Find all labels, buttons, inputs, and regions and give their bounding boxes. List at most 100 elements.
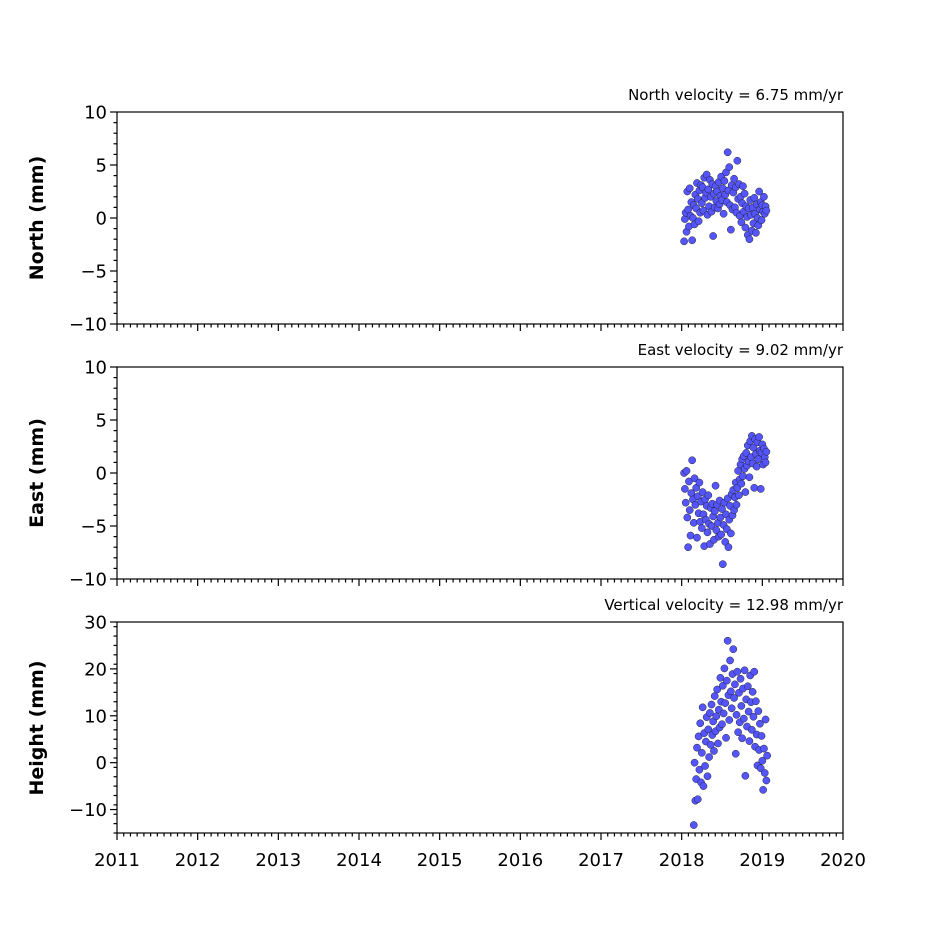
height-data-point <box>748 726 756 734</box>
east-points <box>680 432 771 568</box>
height-data-point <box>695 765 704 774</box>
north-data-point <box>694 217 703 226</box>
east-velocity-annotation: East velocity = 9.02 mm/yr <box>638 341 844 359</box>
north-data-point <box>760 192 768 201</box>
height-y-tick-label: 10 <box>84 706 107 727</box>
east-data-point <box>698 524 706 532</box>
height-data-point <box>710 692 719 700</box>
height-data-point <box>727 704 736 713</box>
x-tick-label: 2016 <box>497 850 543 871</box>
east-data-point <box>752 462 761 471</box>
height-data-point <box>754 707 763 715</box>
north-y-tick-label: −5 <box>80 262 107 283</box>
east-data-point <box>703 528 712 537</box>
height-data-point <box>732 711 741 719</box>
east-data-point <box>684 543 692 552</box>
height-data-point <box>761 715 770 724</box>
height-data-point <box>731 680 739 689</box>
east-data-point <box>724 543 733 552</box>
height-data-point <box>739 714 748 723</box>
height-data-point <box>752 697 760 706</box>
north-data-point <box>680 237 688 246</box>
east-data-point <box>682 467 691 475</box>
north-data-point <box>752 229 760 237</box>
north-points <box>680 148 771 246</box>
height-plot-frame <box>116 621 844 834</box>
height-data-point <box>726 656 734 665</box>
height-data-point <box>689 821 698 829</box>
east-data-point <box>732 500 741 509</box>
height-data-point <box>763 751 771 760</box>
height-data-point <box>730 694 738 702</box>
height-data-point <box>699 782 708 790</box>
east-data-point <box>695 478 704 487</box>
north-axis-label: North (mm) <box>26 156 48 281</box>
east-data-point <box>710 507 719 515</box>
height-y-tick-label: 30 <box>84 613 107 634</box>
height-data-point <box>741 771 750 780</box>
height-data-point <box>731 749 740 758</box>
height-data-point <box>757 732 766 740</box>
height-data-point <box>703 772 712 781</box>
east-data-point <box>693 533 701 542</box>
height-data-point <box>738 734 746 743</box>
height-data-point <box>712 712 721 721</box>
north-data-point <box>745 235 754 244</box>
height-data-point <box>760 744 768 753</box>
height-ticks: 2011 2012 2013 2014 2015 2016 2017 2018 2019 2020… <box>69 613 866 872</box>
height-data-point <box>693 743 701 752</box>
height-data-point <box>737 702 746 710</box>
height-data-point <box>719 709 728 718</box>
north-y-tick-label: 0 <box>96 209 107 230</box>
east-data-point <box>707 522 716 530</box>
north-data-point <box>755 187 763 196</box>
height-data-point <box>745 737 754 745</box>
x-tick-label: 2013 <box>255 850 301 871</box>
north-data-point <box>709 232 717 240</box>
north-data-point <box>733 156 742 165</box>
height-data-point <box>758 756 767 765</box>
x-tick-label: 2014 <box>336 850 382 871</box>
east-y-tick-label: 0 <box>96 464 107 485</box>
east-data-point <box>739 472 747 481</box>
height-data-point <box>701 762 709 770</box>
east-data-point <box>762 447 771 456</box>
east-data-point <box>741 488 750 496</box>
height-data-point <box>760 769 769 777</box>
east-data-point <box>711 481 720 490</box>
vertical-velocity-annotation: Vertical velocity = 12.98 mm/yr <box>604 596 844 614</box>
east-data-point <box>750 484 759 492</box>
height-points <box>689 636 771 829</box>
height-data-point <box>698 748 706 757</box>
north-y-tick-label: −10 <box>69 315 107 336</box>
east-data-point <box>735 491 743 500</box>
north-data-point <box>727 225 735 234</box>
height-data-point <box>725 716 734 724</box>
north-data-point <box>719 209 728 218</box>
height-data-point <box>706 709 714 717</box>
height-data-point <box>759 786 767 794</box>
east-y-tick-label: −5 <box>80 517 107 538</box>
height-data-point <box>698 703 707 712</box>
height-data-point <box>714 739 722 748</box>
north-plot-frame <box>116 111 844 325</box>
north-data-point <box>737 218 746 227</box>
east-data-point <box>742 449 751 457</box>
north-velocity-annotation: North velocity = 6.75 mm/yr <box>628 86 844 104</box>
east-data-point <box>685 506 694 514</box>
north-data-point <box>725 163 734 171</box>
height-data-point <box>704 725 713 734</box>
east-data-point <box>686 531 695 540</box>
height-data-point <box>756 719 764 728</box>
east-plot-frame <box>116 366 844 580</box>
subplot-east: East velocity = 9.02 mm/yr East (mm) 10 5… <box>26 341 844 591</box>
height-data-point <box>749 712 758 721</box>
height-data-point <box>713 685 721 694</box>
east-data-point <box>755 433 763 441</box>
east-y-tick-label: 10 <box>84 358 107 379</box>
height-data-point <box>727 687 735 696</box>
height-data-point <box>718 681 727 690</box>
height-data-point <box>705 753 713 761</box>
east-data-point <box>688 456 696 465</box>
